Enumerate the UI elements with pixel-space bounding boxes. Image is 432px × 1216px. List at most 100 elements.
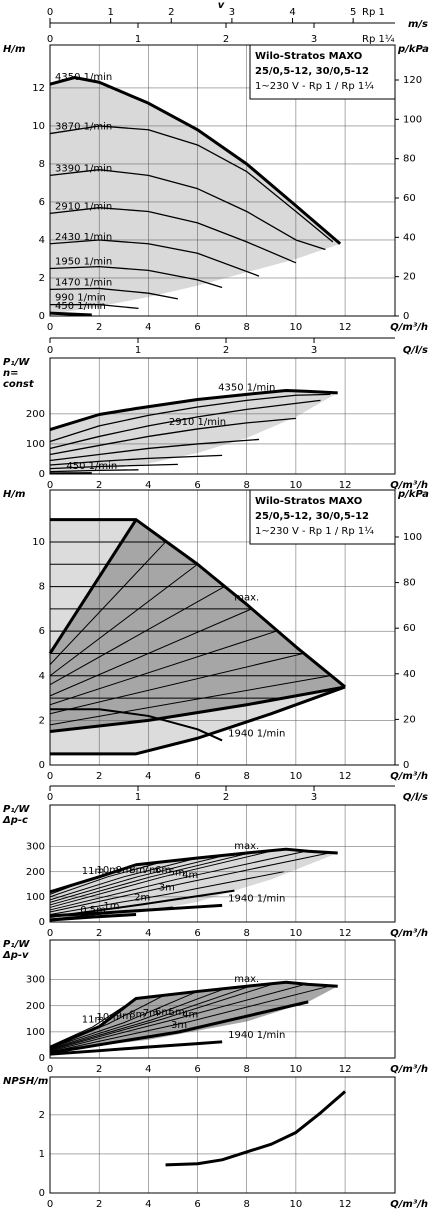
- y-tick-label: 100: [26, 892, 45, 903]
- x-tick-label: 2: [96, 771, 102, 782]
- tick-label: 3: [311, 345, 317, 356]
- curve-label: 3m: [171, 1020, 187, 1031]
- x-tick-label: 8: [244, 480, 250, 491]
- curve-label: 8m: [129, 865, 145, 876]
- curve: [49, 169, 326, 251]
- y-tick-label: 10: [32, 537, 45, 548]
- y-axis-label: Δp-v: [2, 950, 29, 961]
- curve-label: 4350 1/min: [55, 72, 112, 83]
- curve: [49, 994, 166, 1048]
- curve-label: 1950 1/min: [55, 256, 112, 267]
- x-tick-label: 6: [194, 771, 200, 782]
- curve: [49, 851, 304, 911]
- curve-label: 450 1/min: [66, 461, 117, 472]
- y-tick-label: 0: [39, 311, 45, 322]
- x-tick-label: 8: [244, 1064, 250, 1075]
- y-tick-label: 200: [26, 1001, 45, 1012]
- curve-label: 11m: [82, 866, 104, 877]
- y2-tick-label: 80: [403, 154, 416, 165]
- curve-label: 10m: [97, 1012, 119, 1023]
- curve: [49, 852, 331, 913]
- annotation-box: [249, 44, 396, 100]
- curve: [49, 685, 346, 734]
- y-tick-label: 0: [39, 1188, 45, 1199]
- x-tick-label: 6: [194, 322, 200, 333]
- tick-label: 3: [229, 7, 235, 18]
- curve-label: 3390 1/min: [55, 163, 112, 174]
- x-tick-label: 8: [244, 322, 250, 333]
- curve-label: 7m: [143, 1008, 159, 1019]
- curve-label: 0.5m: [80, 905, 106, 916]
- curve-label: 2910 1/min: [55, 201, 112, 212]
- curve-label: 1940 1/min: [228, 893, 285, 904]
- y2-tick-label: 20: [403, 714, 416, 725]
- y-tick-label: 300: [26, 842, 45, 853]
- tick-label: 1: [135, 34, 141, 45]
- curve: [49, 239, 260, 277]
- tick-label: 1: [135, 345, 141, 356]
- tick-label: 0: [47, 792, 53, 803]
- x-tick-label: 12: [339, 1199, 352, 1210]
- y-tick-label: 6: [39, 626, 45, 637]
- curve: [49, 417, 296, 456]
- curve-label: 7m: [143, 865, 159, 876]
- curve: [49, 388, 338, 431]
- scale-label: Rp 1¼: [362, 33, 395, 45]
- tick-label: 5: [350, 7, 356, 18]
- tick-label: 0: [47, 7, 53, 18]
- curve-label: 5m: [169, 867, 185, 878]
- curve: [49, 851, 252, 906]
- curve-label: 3870 1/min: [55, 122, 112, 133]
- y-tick-label: 200: [26, 409, 45, 420]
- curve-label: 3m: [159, 882, 175, 893]
- x-tick-label: 0: [47, 322, 53, 333]
- x-tick-label: 2: [96, 1199, 102, 1210]
- y2-tick-label: 20: [403, 272, 416, 283]
- curve-label: 4m: [182, 870, 198, 881]
- curve-label: 6m: [155, 865, 171, 876]
- x-tick-label: 10: [290, 771, 303, 782]
- annotation: 1~230 V - Rp 1 / Rp 1¼: [255, 525, 374, 537]
- x-tick-label: 8: [244, 928, 250, 939]
- y-axis-label: P₁/W: [3, 939, 30, 950]
- x-tick-label: 4: [145, 322, 151, 333]
- curve: [49, 984, 304, 1052]
- curve: [49, 912, 137, 922]
- curve: [165, 1090, 347, 1167]
- curve: [49, 287, 178, 300]
- curve: [49, 988, 225, 1050]
- y-tick-label: 8: [39, 582, 45, 593]
- tick-label: 2: [223, 792, 229, 803]
- curve: [49, 265, 223, 289]
- curve: [49, 871, 284, 915]
- x-tick-label: 10: [290, 480, 303, 491]
- y2-tick-label: 100: [403, 532, 422, 543]
- y-tick-label: 100: [26, 1027, 45, 1038]
- x-tick-label: 12: [339, 771, 352, 782]
- plot-frame: [49, 44, 396, 317]
- x-tick-label: 6: [194, 1064, 200, 1075]
- curve: [49, 393, 331, 443]
- curve-label: 11m: [82, 1015, 104, 1026]
- y-axis-label: H/m: [3, 44, 25, 55]
- curve-label: max.: [234, 974, 259, 985]
- curve: [49, 980, 338, 1049]
- x-tick-label: 8: [244, 771, 250, 782]
- curve-label: 450 1/min: [55, 301, 106, 312]
- x-tick-label: 2: [96, 928, 102, 939]
- curve: [49, 438, 260, 462]
- curve-label: 6m: [155, 1007, 171, 1018]
- curve-label: 8m: [129, 1009, 145, 1020]
- annotation: Wilo-Stratos MAXO: [255, 51, 362, 62]
- x-tick-label: 4: [145, 480, 151, 491]
- annotation: 25/0,5-12, 30/0,5-12: [255, 511, 369, 522]
- y2-tick-label: 0: [403, 311, 409, 322]
- curve: [49, 125, 334, 243]
- curve: [49, 630, 277, 706]
- curve: [49, 541, 166, 665]
- curve: [49, 463, 178, 470]
- tick-label: 1: [135, 792, 141, 803]
- curve-label: 2430 1/min: [55, 232, 112, 243]
- x-axis-label: Q/m³/h: [390, 480, 428, 491]
